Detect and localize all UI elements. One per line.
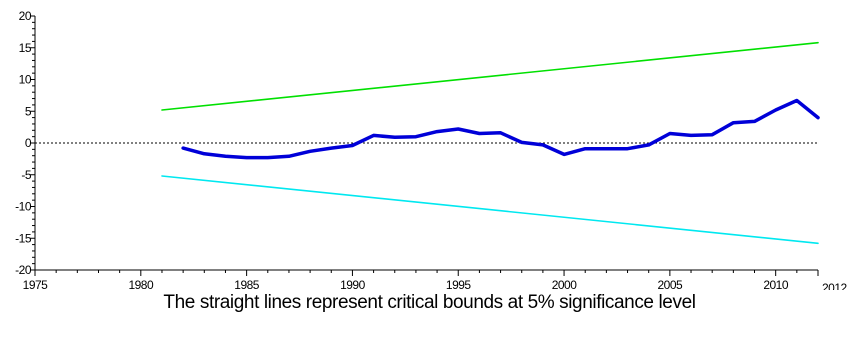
y-tick-label: -15 — [15, 231, 32, 245]
y-tick-label: 10 — [19, 73, 32, 87]
cusum-chart: -20 -15 -10 -5 0 5 10 15 20 1975 1980 1985 1990 1995 2… — [15, 9, 848, 290]
x-tick-label: 2005 — [658, 278, 684, 290]
cusum-line — [181, 98, 820, 160]
lower-critical-bound-line — [161, 175, 819, 245]
chart-caption: The straight lines represent critical bo… — [163, 292, 696, 313]
x-tick-label: 2000 — [552, 278, 578, 290]
y-tick-label: 20 — [19, 9, 32, 23]
x-tick-label: 2012 — [822, 281, 848, 290]
x-tick-label: 1995 — [446, 278, 472, 290]
x-tick-label: 1985 — [234, 278, 260, 290]
y-tick-label: 5 — [25, 104, 32, 118]
y-tick-label: -10 — [15, 200, 32, 214]
y-tick-label: 0 — [25, 136, 32, 150]
upper-critical-bound-line — [161, 41, 819, 111]
y-tick-label: 15 — [19, 41, 32, 55]
y-tick-label: -5 — [21, 168, 31, 182]
x-tick-label: 1990 — [340, 278, 366, 290]
y-tick-label: -20 — [15, 263, 32, 277]
x-tick-label: 1980 — [128, 278, 154, 290]
x-tick-label: 1975 — [23, 278, 49, 290]
x-tick-label: 2010 — [763, 278, 789, 290]
